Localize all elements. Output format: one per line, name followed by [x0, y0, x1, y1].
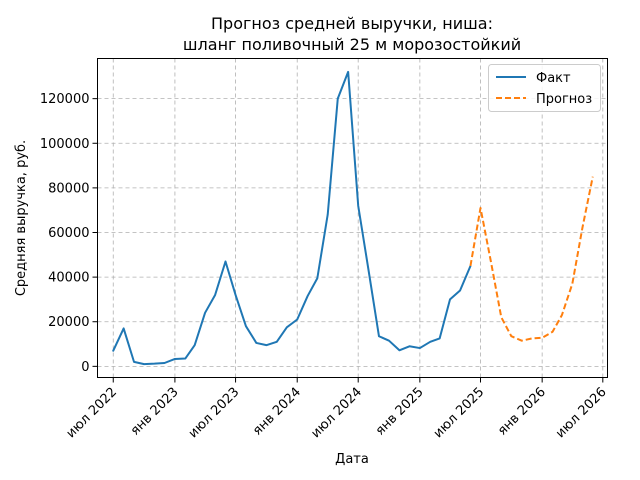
y-tick-label: 120000 — [40, 92, 90, 107]
legend-label-forecast: Прогноз — [536, 92, 592, 107]
y-tick-label: 20000 — [48, 315, 89, 330]
legend: Факт Прогноз — [488, 64, 601, 112]
y-axis-label: Средняя выручка, руб. — [14, 140, 29, 296]
x-tick-label: янв 2025 — [373, 385, 427, 439]
x-tick-label: июл 2023 — [186, 385, 243, 442]
chart-title-line-1: Прогноз средней выручки, ниша: — [211, 14, 493, 33]
legend-label-fact: Факт — [536, 71, 571, 86]
y-axis: 0 20000 40000 60000 80000 100000 120000 — [40, 92, 98, 375]
x-tick-label: июл 2022 — [64, 385, 121, 442]
series-line-forecast — [469, 176, 594, 342]
grid-lines — [97, 58, 608, 378]
series-line-fact — [112, 70, 472, 366]
x-tick-label: янв 2024 — [250, 385, 304, 439]
y-tick-label: 100000 — [40, 137, 90, 152]
x-tick-label: июл 2026 — [553, 385, 610, 442]
chart-title-line-2: шланг поливочный 25 м морозостойкий — [183, 35, 521, 54]
x-tick-label: янв 2026 — [495, 385, 549, 439]
y-tick-label: 80000 — [48, 181, 89, 196]
y-tick-label: 0 — [81, 360, 89, 375]
y-tick-label: 60000 — [48, 226, 89, 241]
series-lines — [112, 70, 594, 366]
plot-frame — [97, 58, 608, 378]
y-tick-label: 40000 — [48, 271, 89, 286]
x-tick-label: янв 2023 — [128, 385, 182, 439]
x-axis: июл 2022 янв 2023 июл 2023 янв 2024 июл 2024… — [64, 377, 610, 442]
x-axis-label: Дата — [335, 452, 369, 467]
x-tick-label: июл 2024 — [309, 385, 366, 442]
x-tick-label: июл 2025 — [431, 385, 488, 442]
